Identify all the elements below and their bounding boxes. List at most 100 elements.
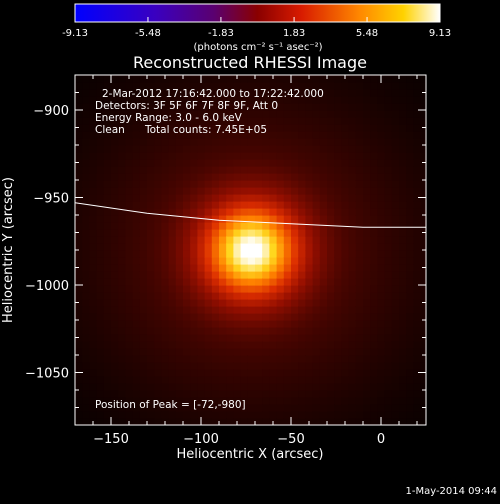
heatmap-cell	[363, 341, 371, 349]
heatmap-cell	[103, 159, 112, 167]
heatmap-cell	[283, 334, 292, 342]
heatmap-cell	[226, 404, 234, 412]
heatmap-cell	[154, 299, 162, 307]
heatmap-cell	[391, 383, 400, 391]
heatmap-cell	[406, 173, 414, 181]
heatmap-cell	[168, 124, 177, 132]
heatmap-cell	[269, 369, 278, 377]
heatmap-cell	[75, 236, 83, 244]
heatmap-cell	[247, 348, 256, 356]
heatmap-cell	[132, 320, 141, 328]
heatmap-cell	[125, 383, 134, 391]
heatmap-cell	[319, 404, 328, 412]
heatmap-cell	[154, 404, 162, 412]
heatmap-cell	[175, 103, 184, 111]
colorbar-tick-label: 5.48	[356, 28, 378, 39]
heatmap-cell	[341, 390, 350, 398]
heatmap-cell	[291, 313, 299, 321]
heatmap-cell	[147, 306, 155, 314]
heatmap-cell	[399, 75, 407, 83]
heatmap-cell	[312, 229, 321, 237]
heatmap-cell	[312, 124, 321, 132]
heatmap-cell	[255, 355, 263, 363]
heatmap-cell	[384, 131, 393, 139]
heatmap-cell	[96, 397, 105, 405]
heatmap-cell	[111, 110, 119, 118]
heatmap-cell	[420, 418, 426, 425]
heatmap-cell	[96, 117, 105, 125]
heatmap-cell	[132, 82, 141, 90]
heatmap-cell	[161, 208, 170, 216]
heatmap-cell	[262, 362, 270, 370]
heatmap-cell	[168, 110, 177, 118]
heatmap-cell	[240, 264, 249, 272]
heatmap-cell	[247, 145, 256, 153]
heatmap-cell	[370, 411, 378, 419]
heatmap-cell	[233, 117, 242, 125]
heatmap-cell	[197, 131, 206, 139]
heatmap-cell	[197, 411, 206, 419]
heatmap-cell	[183, 376, 191, 384]
heatmap-cell	[147, 264, 155, 272]
heatmap-cell	[363, 327, 371, 335]
heatmap-cell	[291, 299, 299, 307]
heatmap-cell	[319, 355, 328, 363]
heatmap-cell	[363, 152, 371, 160]
heatmap-cell	[211, 243, 220, 251]
heatmap-cell	[168, 117, 177, 125]
heatmap-cell	[161, 257, 170, 265]
heatmap-cell	[334, 250, 342, 258]
heatmap-cell	[341, 327, 350, 335]
heatmap-cell	[399, 306, 407, 314]
heatmap-cell	[168, 313, 177, 321]
heatmap-cell	[175, 166, 184, 174]
heatmap-cell	[161, 145, 170, 153]
heatmap-cell	[247, 82, 256, 90]
heatmap-cell	[211, 159, 220, 167]
heatmap-cell	[348, 166, 357, 174]
heatmap-cell	[413, 264, 422, 272]
heatmap-cell	[147, 411, 155, 419]
heatmap-cell	[384, 82, 393, 90]
heatmap-cell	[89, 341, 98, 349]
heatmap-cell	[283, 418, 292, 425]
heatmap-cell	[190, 320, 198, 328]
heatmap-cell	[161, 313, 170, 321]
heatmap-cell	[247, 271, 256, 279]
heatmap-cell	[319, 124, 328, 132]
heatmap-cell	[125, 271, 134, 279]
heatmap-cell	[298, 215, 306, 223]
heatmap-cell	[291, 166, 299, 174]
heatmap-cell	[420, 411, 426, 419]
heatmap-cell	[298, 404, 306, 412]
heatmap-cell	[276, 82, 285, 90]
heatmap-cell	[247, 243, 256, 251]
heatmap-cell	[168, 103, 177, 111]
heatmap-cell	[413, 201, 422, 209]
heatmap-cell	[211, 124, 220, 132]
heatmap-cell	[247, 75, 256, 83]
heatmap-cell	[175, 250, 184, 258]
heatmap-cell	[363, 313, 371, 321]
heatmap-cell	[348, 173, 357, 181]
heatmap-cell	[334, 334, 342, 342]
heatmap-cell	[111, 376, 119, 384]
heatmap-cell	[233, 320, 242, 328]
heatmap-cell	[147, 383, 155, 391]
heatmap-cell	[363, 264, 371, 272]
heatmap-cell	[183, 341, 191, 349]
heatmap-cell	[111, 306, 119, 314]
heatmap-cell	[334, 285, 342, 293]
heatmap-cell	[226, 320, 234, 328]
heatmap-cell	[391, 138, 400, 146]
heatmap-cell	[420, 82, 426, 90]
heatmap-cell	[154, 320, 162, 328]
heatmap-cell	[255, 75, 263, 83]
heatmap-cell	[305, 145, 314, 153]
heatmap-cell	[370, 187, 378, 195]
heatmap-cell	[197, 383, 206, 391]
heatmap-cell	[291, 110, 299, 118]
heatmap-cell	[370, 96, 378, 104]
heatmap-cell	[341, 131, 350, 139]
heatmap-cell	[82, 334, 90, 342]
